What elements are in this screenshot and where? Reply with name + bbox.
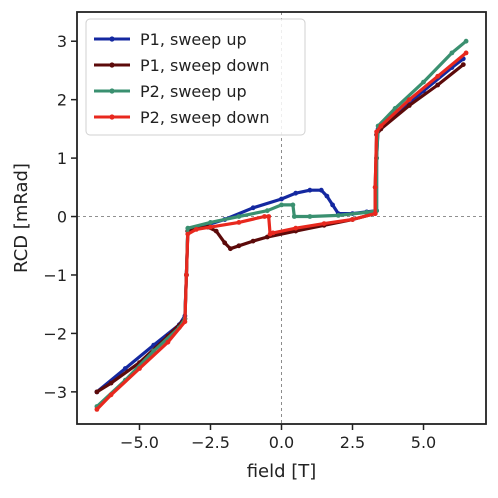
- legend-item: P2, sweep up: [94, 82, 247, 101]
- legend-item: P2, sweep down: [94, 108, 270, 127]
- y-tick-label: −3: [43, 383, 67, 402]
- data-point: [449, 50, 455, 56]
- data-point: [406, 97, 412, 103]
- data-point: [266, 214, 272, 219]
- data-point: [350, 217, 355, 222]
- legend-marker: [109, 114, 115, 120]
- data-point: [293, 190, 299, 196]
- x-tick-label: −2.5: [191, 433, 230, 452]
- y-tick-label: 1: [57, 149, 67, 168]
- x-tick-label: 0.0: [269, 433, 294, 452]
- data-point: [318, 187, 324, 193]
- legend-label: P1, sweep down: [140, 56, 270, 75]
- legend-item: P1, sweep down: [94, 56, 270, 75]
- data-point: [460, 62, 466, 67]
- legend-label: P2, sweep up: [140, 82, 247, 101]
- data-point: [264, 208, 270, 214]
- legend-item: P1, sweep up: [94, 30, 247, 49]
- data-point: [293, 225, 299, 231]
- data-point: [372, 211, 378, 217]
- data-point: [94, 407, 100, 412]
- data-point: [250, 238, 256, 244]
- data-point: [330, 202, 335, 208]
- data-point: [279, 196, 284, 202]
- x-axis-label: field [T]: [247, 461, 317, 482]
- data-point: [228, 246, 233, 252]
- data-point: [463, 38, 469, 44]
- legend-box: [85, 18, 306, 136]
- data-point: [372, 184, 378, 190]
- data-point: [307, 187, 313, 193]
- y-tick-label: 3: [57, 32, 67, 51]
- data-point: [421, 79, 426, 85]
- y-axis-ticks: −3 −2 −1 0 1 2 3: [43, 32, 77, 402]
- data-point: [463, 50, 469, 56]
- data-point: [208, 220, 213, 225]
- data-point: [321, 221, 327, 227]
- y-tick-label: 2: [57, 91, 67, 110]
- legend: P1, sweep up P1, sweep down P2, sweep up P2…: [85, 18, 306, 136]
- data-point: [279, 202, 284, 208]
- data-point: [185, 231, 191, 237]
- data-point: [108, 392, 114, 398]
- data-point: [335, 213, 341, 218]
- data-point: [222, 240, 228, 246]
- legend-marker: [109, 62, 115, 68]
- data-point: [435, 73, 441, 79]
- data-point: [213, 228, 219, 234]
- data-point: [182, 319, 188, 325]
- data-point: [236, 214, 242, 219]
- data-point: [406, 103, 412, 108]
- data-point: [290, 202, 296, 208]
- data-point: [435, 82, 441, 88]
- y-tick-label: −2: [43, 324, 67, 343]
- data-point: [193, 227, 199, 232]
- y-tick-label: −1: [43, 266, 67, 285]
- data-point: [94, 389, 100, 395]
- data-point: [165, 339, 171, 345]
- data-point: [137, 366, 142, 371]
- data-point: [378, 123, 384, 129]
- legend-label: P1, sweep up: [140, 30, 247, 49]
- data-point: [236, 220, 242, 225]
- data-point: [364, 210, 370, 215]
- data-point: [307, 214, 313, 219]
- series-layer: [94, 38, 469, 412]
- data-point: [262, 214, 267, 219]
- data-point: [267, 231, 273, 237]
- legend-marker: [109, 88, 115, 94]
- data-point: [250, 205, 256, 211]
- x-tick-label: 5.0: [411, 433, 436, 452]
- x-axis-ticks: −5.0 −2.5 0.0 2.5 5.0: [120, 424, 436, 452]
- y-tick-label: 0: [57, 208, 67, 227]
- data-point: [236, 243, 242, 249]
- data-point: [374, 129, 379, 135]
- data-point: [324, 193, 330, 199]
- data-point: [108, 380, 114, 386]
- legend-label: P2, sweep down: [140, 108, 270, 127]
- y-axis-label: RCD [mRad]: [11, 163, 32, 273]
- x-tick-label: −5.0: [120, 433, 159, 452]
- data-point: [185, 225, 191, 231]
- legend-marker: [109, 36, 115, 42]
- data-point: [184, 272, 189, 278]
- x-tick-label: 2.5: [340, 433, 365, 452]
- data-point: [208, 224, 213, 230]
- series-4: [94, 50, 469, 412]
- data-point: [291, 214, 297, 219]
- data-point: [122, 366, 128, 371]
